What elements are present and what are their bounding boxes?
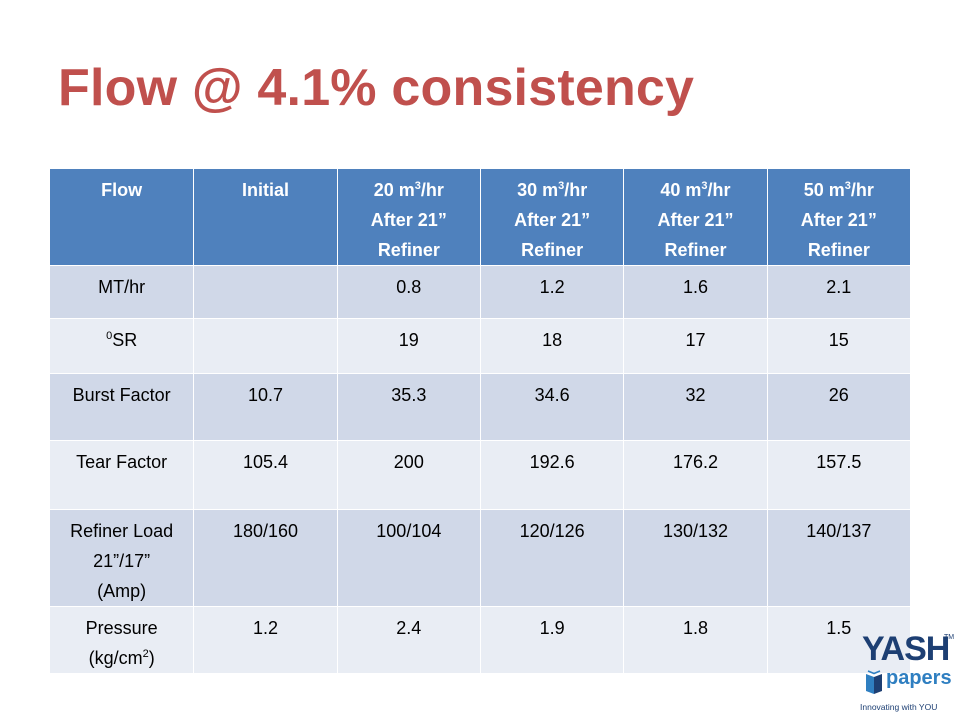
table-cell: 2.4 xyxy=(336,606,481,674)
row-label: Refiner Load 21”/17” (Amp) xyxy=(48,509,195,607)
table-cell: 1.2 xyxy=(193,606,338,674)
table-cell: 176.2 xyxy=(623,440,768,510)
table-cell: 1.2 xyxy=(479,265,625,319)
table-cell: 180/160 xyxy=(193,509,338,607)
table-row: Tear Factor 105.4 200 192.6 176.2 157.5 xyxy=(48,440,912,510)
row-label: MT/hr xyxy=(48,265,195,319)
data-table: Flow Initial 20 m3/hr After 21” Refiner … xyxy=(48,168,912,674)
logo-brand: YASH xyxy=(862,630,950,668)
table-cell: 19 xyxy=(336,318,481,374)
table-cell: 200 xyxy=(336,440,481,510)
row-label: 0SR xyxy=(48,318,195,374)
table-cell: 10.7 xyxy=(193,373,338,441)
table-cell: 2.1 xyxy=(766,265,912,319)
table-cell: 32 xyxy=(623,373,768,441)
table-cell: 1.8 xyxy=(623,606,768,674)
table-cell: 26 xyxy=(766,373,912,441)
table-cell: 18 xyxy=(479,318,625,374)
row-label: Pressure (kg/cm2) xyxy=(48,606,195,674)
table-cell: 157.5 xyxy=(766,440,912,510)
header-50: 50 m3/hr After 21” Refiner xyxy=(766,168,912,266)
table-cell: 1.6 xyxy=(623,265,768,319)
header-20: 20 m3/hr After 21” Refiner xyxy=(336,168,481,266)
table-row: Burst Factor 10.7 35.3 34.6 32 26 xyxy=(48,373,912,441)
table-cell: 100/104 xyxy=(336,509,481,607)
logo-trademark: TM xyxy=(944,634,955,641)
header-30: 30 m3/hr After 21” Refiner xyxy=(479,168,625,266)
table-cell: 105.4 xyxy=(193,440,338,510)
table-cell: 1.5 xyxy=(766,606,912,674)
book-icon xyxy=(866,670,882,694)
header-40: 40 m3/hr After 21” Refiner xyxy=(623,168,768,266)
row-label: Burst Factor xyxy=(48,373,195,441)
table-cell: 15 xyxy=(766,318,912,374)
table-cell: 192.6 xyxy=(479,440,625,510)
table-cell: 140/137 xyxy=(766,509,912,607)
table-row: MT/hr 0.8 1.2 1.6 2.1 xyxy=(48,265,912,319)
table-cell xyxy=(193,265,338,319)
header-row: Flow Initial 20 m3/hr After 21” Refiner … xyxy=(48,168,912,266)
table-cell: 17 xyxy=(623,318,768,374)
table-row: Pressure (kg/cm2) 1.2 2.4 1.9 1.8 1.5 xyxy=(48,606,912,674)
logo-subtitle: papers xyxy=(886,667,952,689)
logo-tagline: Innovating with YOU xyxy=(860,702,938,712)
table-cell: 130/132 xyxy=(623,509,768,607)
table-cell: 34.6 xyxy=(479,373,625,441)
table-row: Refiner Load 21”/17” (Amp) 180/160 100/1… xyxy=(48,509,912,607)
table-cell: 0.8 xyxy=(336,265,481,319)
row-label: Tear Factor xyxy=(48,440,195,510)
table-cell: 35.3 xyxy=(336,373,481,441)
header-flow: Flow xyxy=(48,168,195,266)
table-cell: 120/126 xyxy=(479,509,625,607)
table-row: 0SR 19 18 17 15 xyxy=(48,318,912,374)
table-cell xyxy=(193,318,338,374)
slide-title: Flow @ 4.1% consistency xyxy=(58,59,695,117)
table-cell: 1.9 xyxy=(479,606,625,674)
header-initial: Initial xyxy=(193,168,338,266)
yash-papers-logo: YASH TM papers Innovating with YOU xyxy=(856,630,956,718)
